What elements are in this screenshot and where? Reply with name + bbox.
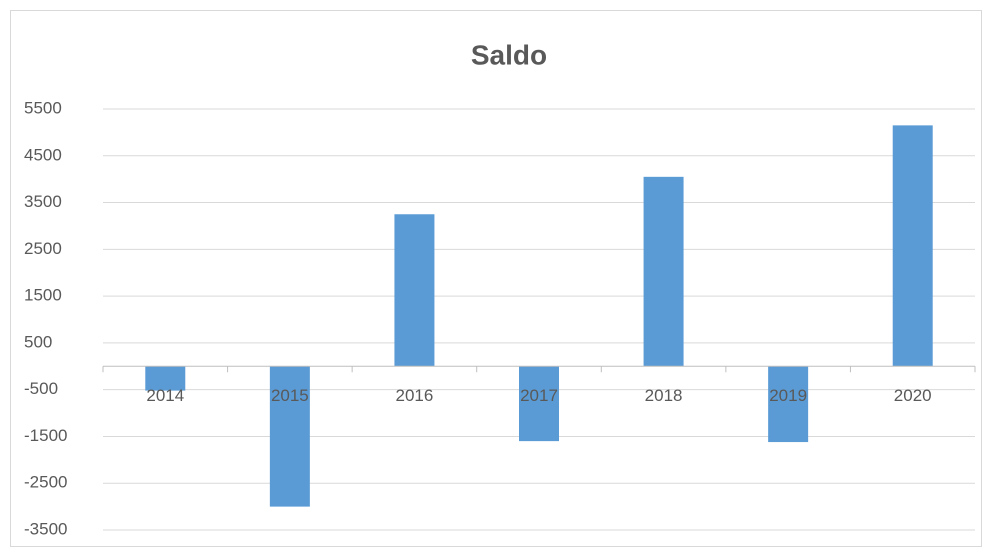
x-tick-label: 2014 bbox=[146, 386, 184, 405]
x-tick-label: 2019 bbox=[769, 386, 807, 405]
y-tick-label: 1500 bbox=[24, 286, 62, 305]
chart-title: Saldo bbox=[471, 39, 547, 70]
bar bbox=[892, 125, 933, 367]
bar bbox=[519, 366, 559, 442]
y-tick-label: -2500 bbox=[24, 473, 67, 492]
bar bbox=[269, 366, 310, 507]
y-tick-label: -3500 bbox=[24, 519, 67, 538]
y-tick-label: 500 bbox=[24, 332, 52, 351]
bar bbox=[643, 176, 684, 367]
y-tick-label: -1500 bbox=[24, 426, 67, 445]
bar bbox=[394, 214, 435, 367]
x-tick-label: 2017 bbox=[520, 386, 558, 405]
x-tick-label: 2020 bbox=[894, 386, 932, 405]
x-tick-label: 2018 bbox=[645, 386, 683, 405]
bar bbox=[145, 366, 186, 391]
y-tick-label: 5500 bbox=[24, 98, 62, 117]
y-tick-label: 2500 bbox=[24, 239, 62, 258]
chart-border bbox=[10, 10, 982, 547]
bar bbox=[768, 366, 809, 443]
y-tick-label: 4500 bbox=[24, 145, 62, 164]
y-tick-label: 3500 bbox=[24, 192, 62, 211]
x-tick-label: 2015 bbox=[271, 386, 309, 405]
y-tick-label: -500 bbox=[24, 379, 58, 398]
x-tick-label: 2016 bbox=[396, 386, 434, 405]
